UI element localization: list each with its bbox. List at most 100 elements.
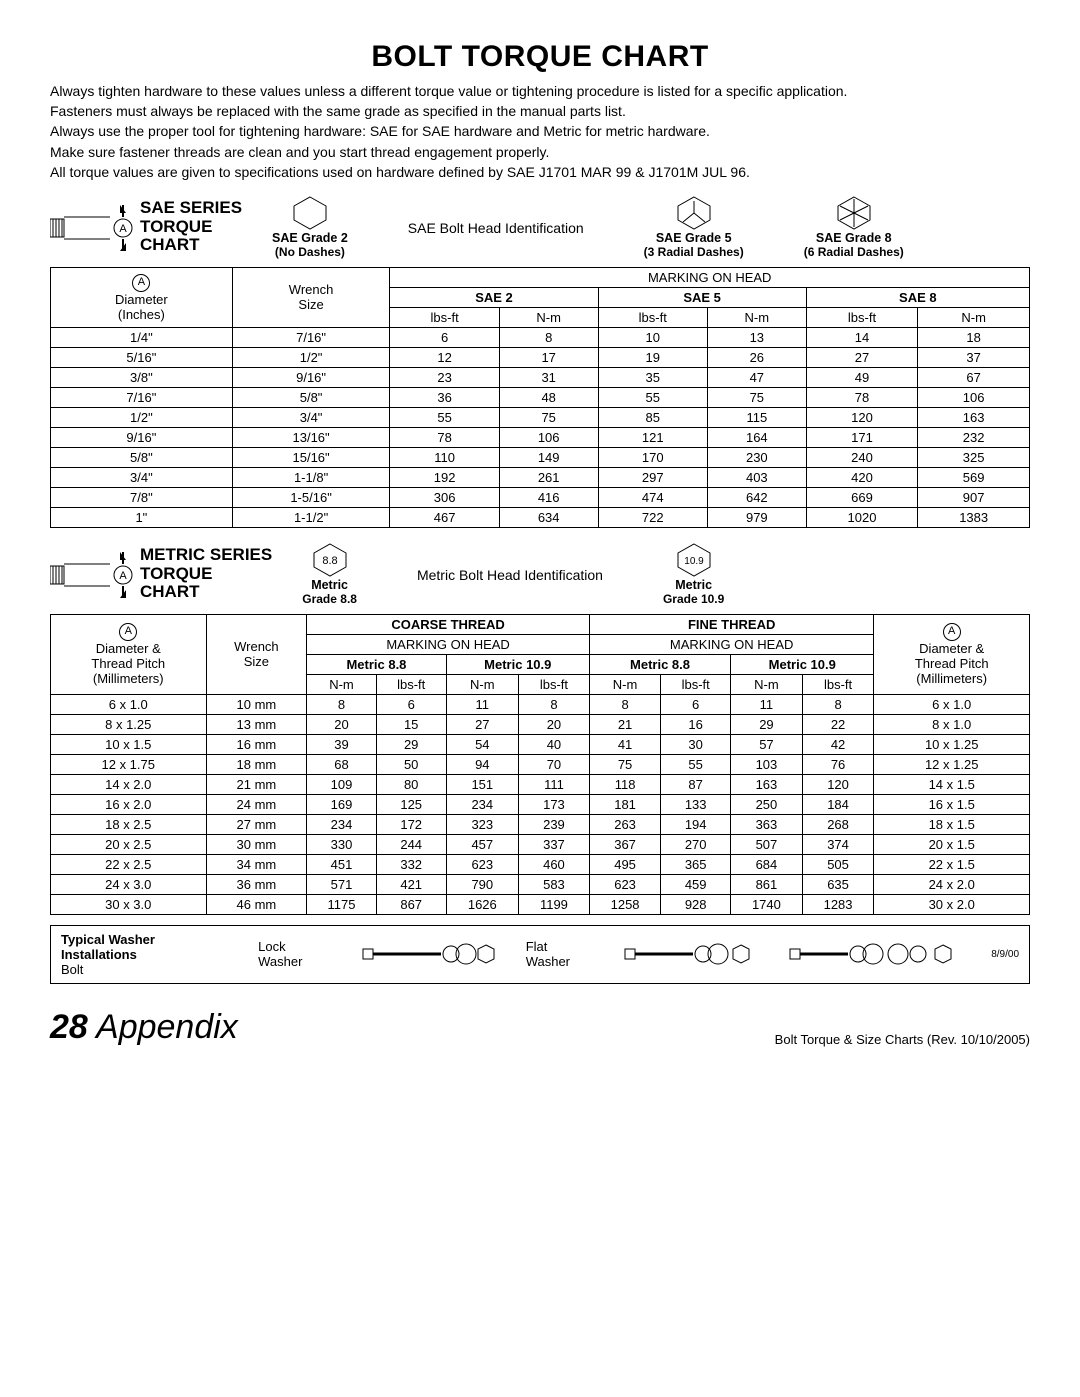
sae-section-header: A SAE SERIES TORQUE CHART SAE Grade 2 (N…: [50, 195, 1030, 259]
table-cell: 106: [918, 387, 1030, 407]
table-cell: 505: [802, 854, 874, 874]
table-cell: 474: [598, 487, 707, 507]
table-cell: 29: [376, 734, 446, 754]
revision-note: Bolt Torque & Size Charts (Rev. 10/10/20…: [775, 1032, 1030, 1047]
table-cell: 120: [802, 774, 874, 794]
table-cell: 306: [390, 487, 499, 507]
flat-washer-label: Flat Washer: [526, 939, 593, 969]
table-cell: 14 x 1.5: [874, 774, 1030, 794]
table-cell: 669: [806, 487, 918, 507]
table-cell: 15: [376, 714, 446, 734]
page-footer: 28 Appendix Bolt Torque & Size Charts (R…: [50, 1008, 1030, 1047]
table-cell: 928: [661, 894, 731, 914]
table-row: 24 x 3.036 mm57142179058362345986163524 …: [51, 874, 1030, 894]
table-cell: 80: [376, 774, 446, 794]
table-cell: 49: [806, 367, 918, 387]
table-cell: 5/16": [51, 347, 233, 367]
page-title: BOLT TORQUE CHART: [50, 40, 1030, 74]
table-cell: 10 x 1.25: [874, 734, 1030, 754]
sae-table: A Diameter(Inches) WrenchSize MARKING ON…: [50, 267, 1030, 528]
table-cell: 1/4": [51, 327, 233, 347]
table-cell: 125: [376, 794, 446, 814]
table-cell: 790: [446, 874, 518, 894]
table-cell: 1258: [589, 894, 660, 914]
table-cell: 18 x 1.5: [874, 814, 1030, 834]
table-cell: 240: [806, 447, 918, 467]
table-cell: 55: [598, 387, 707, 407]
table-cell: 17: [499, 347, 598, 367]
table-cell: 268: [802, 814, 874, 834]
table-row: 3/4"1-1/8"192261297403420569: [51, 467, 1030, 487]
table-cell: 3/4": [51, 467, 233, 487]
intro-line: Always use the proper tool for tightenin…: [50, 122, 1030, 140]
table-cell: 8 x 1.25: [51, 714, 207, 734]
metric-chart-title: METRIC SERIES TORQUE CHART: [140, 546, 272, 602]
table-cell: 8: [499, 327, 598, 347]
table-cell: 47: [707, 367, 806, 387]
table-cell: 7/16": [232, 327, 390, 347]
table-cell: 27: [446, 714, 518, 734]
table-cell: 67: [918, 367, 1030, 387]
table-cell: 270: [661, 834, 731, 854]
table-cell: 635: [802, 874, 874, 894]
table-row: 30 x 3.046 mm117586716261199125892817401…: [51, 894, 1030, 914]
table-cell: 244: [376, 834, 446, 854]
table-cell: 1/2": [51, 407, 233, 427]
table-cell: 467: [390, 507, 499, 527]
table-cell: 1626: [446, 894, 518, 914]
table-cell: 173: [518, 794, 589, 814]
table-cell: 21 mm: [206, 774, 307, 794]
table-cell: 451: [307, 854, 377, 874]
table-cell: 20: [307, 714, 377, 734]
table-cell: 27: [806, 347, 918, 367]
table-cell: 55: [661, 754, 731, 774]
table-cell: 495: [589, 854, 660, 874]
table-cell: 109: [307, 774, 377, 794]
table-row: 12 x 1.7518 mm6850947075551037612 x 1.25: [51, 754, 1030, 774]
metric-id-label: Metric Bolt Head Identification: [417, 567, 603, 583]
table-cell: 55: [390, 407, 499, 427]
table-cell: 149: [499, 447, 598, 467]
table-cell: 8: [518, 694, 589, 714]
svg-text:A: A: [119, 570, 127, 582]
table-row: 22 x 2.534 mm45133262346049536568450522 …: [51, 854, 1030, 874]
table-cell: 10 x 1.5: [51, 734, 207, 754]
table-cell: 1175: [307, 894, 377, 914]
table-cell: 76: [802, 754, 874, 774]
table-cell: 1383: [918, 507, 1030, 527]
table-cell: 30: [661, 734, 731, 754]
svg-text:10.9: 10.9: [684, 556, 704, 567]
table-cell: 907: [918, 487, 1030, 507]
washer-date: 8/9/00: [991, 949, 1019, 960]
table-cell: 330: [307, 834, 377, 854]
sae-chart-title: SAE SERIES TORQUE CHART: [140, 199, 242, 255]
table-cell: 37: [918, 347, 1030, 367]
table-cell: 1283: [802, 894, 874, 914]
table-cell: 103: [731, 754, 803, 774]
table-cell: 416: [499, 487, 598, 507]
table-cell: 12 x 1.25: [874, 754, 1030, 774]
table-cell: 30 x 3.0: [51, 894, 207, 914]
table-cell: 642: [707, 487, 806, 507]
table-row: 20 x 2.530 mm33024445733736727050737420 …: [51, 834, 1030, 854]
table-cell: 50: [376, 754, 446, 774]
table-cell: 169: [307, 794, 377, 814]
table-cell: 623: [589, 874, 660, 894]
table-cell: 16: [661, 714, 731, 734]
table-cell: 13 mm: [206, 714, 307, 734]
table-cell: 11: [731, 694, 803, 714]
table-row: 5/16"1/2"121719262737: [51, 347, 1030, 367]
table-cell: 164: [707, 427, 806, 447]
table-cell: 6: [376, 694, 446, 714]
table-cell: 623: [446, 854, 518, 874]
table-cell: 170: [598, 447, 707, 467]
table-cell: 22 x 1.5: [874, 854, 1030, 874]
table-cell: 325: [918, 447, 1030, 467]
table-row: 1"1-1/2"46763472297910201383: [51, 507, 1030, 527]
table-cell: 24 mm: [206, 794, 307, 814]
table-cell: 54: [446, 734, 518, 754]
table-cell: 323: [446, 814, 518, 834]
table-cell: 363: [731, 814, 803, 834]
table-row: 1/2"3/4"557585115120163: [51, 407, 1030, 427]
table-cell: 39: [307, 734, 377, 754]
